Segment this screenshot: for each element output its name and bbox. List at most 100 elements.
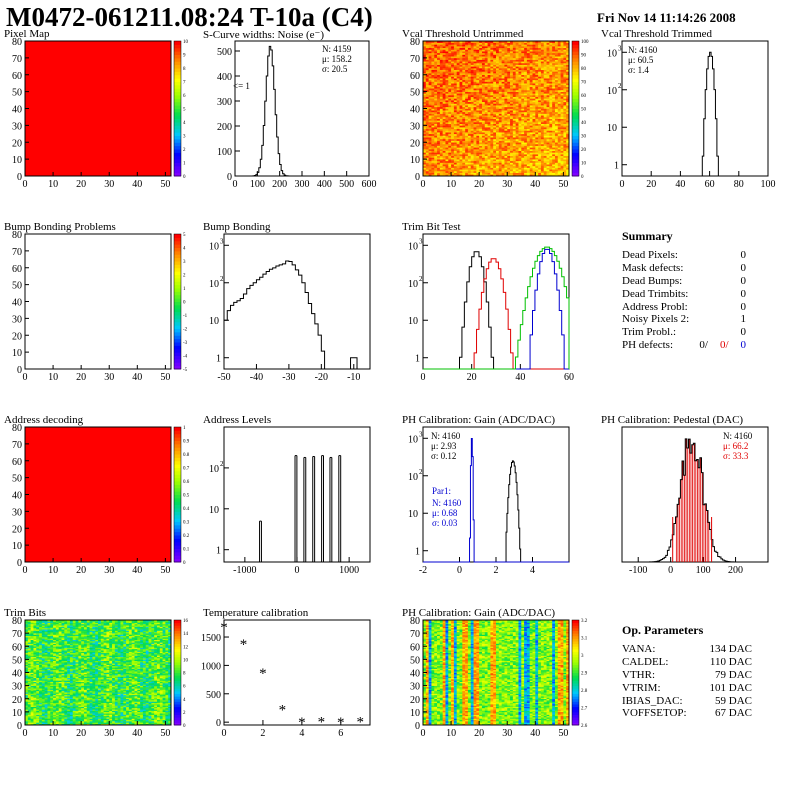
palette-cell (174, 501, 181, 505)
palette-cell (174, 447, 181, 451)
palette-cell (174, 532, 181, 536)
palette-cell (174, 481, 181, 485)
palette-cell (174, 102, 181, 106)
x-tick-label: 200 (728, 565, 743, 576)
y-tick-exp: 3 (419, 237, 423, 245)
palette-cell (174, 335, 181, 339)
palette-tick-label: 1 (183, 426, 186, 431)
palette-tick-label: 70 (581, 81, 587, 86)
palette-cell (174, 457, 181, 461)
palette-cell (174, 98, 181, 102)
x-tick-label: 30 (104, 565, 114, 576)
palette-cell (174, 308, 181, 312)
palette-cell (174, 555, 181, 559)
palette-cell (174, 339, 181, 343)
plot-frame (25, 234, 171, 369)
palette-cell (174, 451, 181, 455)
palette-tick-label: 2 (183, 148, 186, 153)
y-tick-label: 400 (217, 72, 232, 83)
y-tick-label: 10 (408, 316, 418, 327)
plot-frame (423, 234, 569, 369)
heatmap-fill (25, 427, 171, 562)
y-tick-label: 80 (410, 37, 420, 48)
palette-cell (572, 163, 579, 167)
palette-cell (174, 112, 181, 116)
y-tick-label: 40 (12, 105, 22, 116)
palette-tick-label: 0.4 (183, 507, 190, 512)
x-tick-label: -40 (250, 372, 263, 383)
palette-tick-label: 5 (183, 233, 186, 238)
palette-cell (572, 51, 579, 55)
palette-cell (572, 146, 579, 150)
x-tick-label: 60 (705, 179, 715, 190)
x-tick-label: 40 (132, 565, 142, 576)
palette-cell (174, 535, 181, 539)
y-tick-label: 30 (410, 121, 420, 132)
palette-cell (174, 291, 181, 295)
palette-cell (174, 312, 181, 316)
stats-line: μ: 60.5 (628, 55, 654, 65)
y-tick-label: 10 (408, 509, 418, 520)
palette-cell (174, 65, 181, 69)
palette-cell (174, 315, 181, 319)
y-tick-label: 70 (410, 54, 420, 65)
y-tick-label: 200 (217, 122, 232, 133)
palette-cell (572, 139, 579, 143)
palette-cell (572, 112, 579, 116)
palette-cell (174, 325, 181, 329)
y-tick-label: 500 (217, 47, 232, 58)
palette-tick-label: 0.5 (183, 494, 190, 499)
palette-cell (174, 51, 181, 55)
x-tick-label: 80 (734, 179, 744, 190)
palette-cell (174, 275, 181, 279)
palette-tick-label: 90 (581, 54, 587, 59)
palette-cell (572, 65, 579, 69)
x-tick-label: 0 (23, 565, 28, 576)
timestamp: Fri Nov 14 11:14:26 2008 (597, 10, 736, 26)
palette-cell (174, 488, 181, 492)
palette-cell (174, 495, 181, 499)
palette-cell (174, 254, 181, 258)
palette-cell (174, 471, 181, 475)
x-tick-label: 60 (564, 372, 574, 383)
x-tick-label: 20 (76, 372, 86, 383)
x-tick-label: 200 (272, 179, 287, 190)
palette-cell (174, 149, 181, 153)
palette-cell (174, 434, 181, 438)
palette-cell (572, 125, 579, 129)
palette-cell (174, 511, 181, 515)
y-tick-label: 60 (12, 264, 22, 275)
y-tick-label: 10 (408, 472, 418, 483)
palette-cell (572, 55, 579, 59)
y-tick-label: 80 (12, 423, 22, 434)
y-tick-label: 0 (227, 172, 232, 183)
palette-tick-label: 0.7 (183, 467, 190, 472)
palette-cell (174, 352, 181, 356)
x-tick-label: 20 (474, 179, 484, 190)
y-tick-label: 300 (217, 97, 232, 108)
palette-cell (572, 58, 579, 62)
heatmap-fill (25, 41, 171, 176)
y-tick-label: 10 (209, 241, 219, 252)
palette-tick-label: -4 (183, 355, 188, 360)
x-tick-label: -30 (282, 372, 295, 383)
palette-cell (174, 427, 181, 431)
y-tick-label: 1 (415, 547, 420, 558)
palette-tick-label: 0.3 (183, 521, 190, 526)
